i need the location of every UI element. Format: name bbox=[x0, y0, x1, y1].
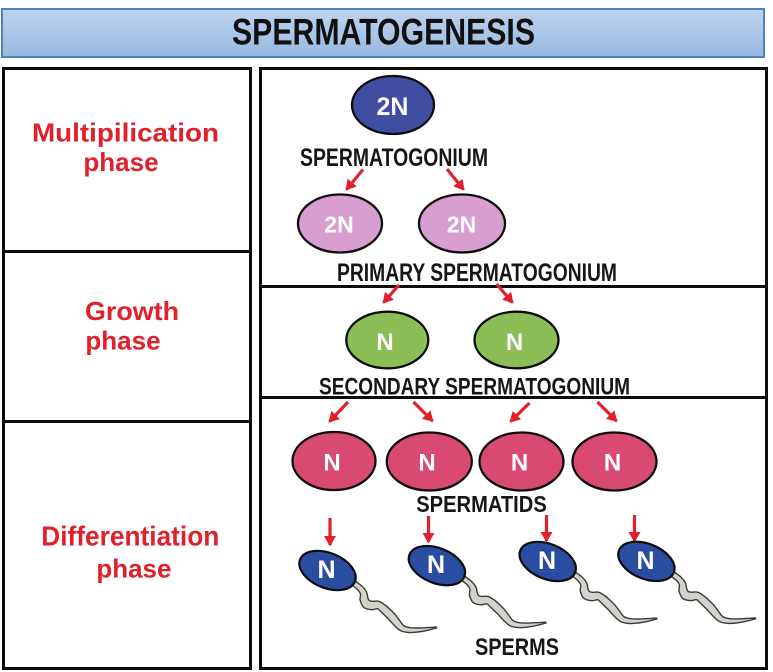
svg-text:SPERMATOGONIUM: SPERMATOGONIUM bbox=[300, 144, 488, 172]
svg-text:phase: phase bbox=[83, 147, 158, 177]
svg-text:N: N bbox=[511, 450, 528, 477]
svg-text:PRIMARY SPERMATOGONIUM: PRIMARY SPERMATOGONIUM bbox=[337, 259, 617, 287]
svg-text:N: N bbox=[636, 547, 654, 575]
svg-text:SECONDARY SPERMATOGONIUM: SECONDARY SPERMATOGONIUM bbox=[319, 374, 630, 401]
svg-text:N: N bbox=[427, 551, 445, 579]
svg-text:N: N bbox=[323, 450, 340, 477]
svg-text:phase: phase bbox=[85, 325, 160, 355]
svg-text:SPERMS: SPERMS bbox=[475, 634, 559, 661]
svg-text:N: N bbox=[376, 329, 393, 356]
svg-text:2N: 2N bbox=[377, 93, 409, 121]
svg-text:SPERMATIDS: SPERMATIDS bbox=[416, 491, 547, 517]
svg-text:N: N bbox=[604, 450, 621, 477]
svg-text:N: N bbox=[538, 547, 556, 575]
svg-text:SPERMATOGENESIS: SPERMATOGENESIS bbox=[232, 11, 535, 52]
svg-text:Differentiation: Differentiation bbox=[41, 521, 219, 552]
svg-text:Growth: Growth bbox=[85, 296, 179, 326]
svg-text:phase: phase bbox=[96, 554, 171, 584]
svg-text:N: N bbox=[418, 450, 435, 477]
svg-text:2N: 2N bbox=[447, 211, 476, 237]
svg-text:N: N bbox=[506, 329, 523, 356]
svg-text:N: N bbox=[317, 556, 335, 584]
svg-text:2N: 2N bbox=[324, 211, 353, 237]
svg-text:Multipilication: Multipilication bbox=[32, 118, 219, 148]
